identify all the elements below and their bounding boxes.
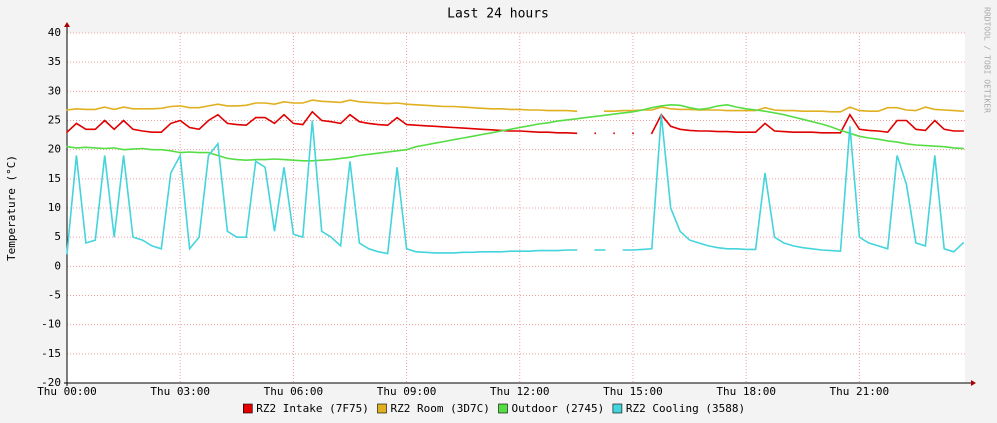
series-line (65, 110, 964, 135)
legend-label: RZ2 Room (3D7C) (391, 402, 490, 415)
legend-label: RZ2 Intake (7F75) (256, 402, 369, 415)
plot-area (67, 33, 965, 383)
y-tick-label: 35 (48, 55, 61, 68)
x-tick-label: Thu 03:00 (150, 385, 210, 398)
y-tick-label: 10 (48, 201, 61, 214)
series-line (66, 103, 964, 162)
legend-swatch (612, 403, 623, 414)
series-line (66, 99, 964, 113)
x-tick-label: Thu 18:00 (716, 385, 776, 398)
legend-swatch (377, 403, 387, 414)
y-tick-label: -10 (41, 318, 61, 331)
y-tick-label: 15 (48, 172, 61, 185)
axis-arrow (971, 380, 976, 386)
axis-arrow (64, 22, 70, 27)
x-tick-label: Thu 15:00 (603, 385, 663, 398)
legend-swatch (243, 403, 253, 414)
series-line (66, 114, 965, 255)
y-tick-label: 30 (48, 84, 61, 97)
y-tick-label: -20 (41, 376, 61, 389)
chart-title: Last 24 hours (447, 7, 549, 22)
x-tick-label: Thu 21:00 (830, 385, 890, 398)
legend-label: RZ2 Cooling (3588) (626, 402, 745, 415)
x-tick-label: Thu 09:00 (377, 385, 437, 398)
x-tick-label: Thu 06:00 (264, 385, 324, 398)
legend-label: Outdoor (2745) (512, 402, 605, 415)
y-tick-label: 0 (54, 259, 61, 272)
y-tick-label: 5 (54, 230, 61, 243)
x-tick-label: Thu 00:00 (37, 385, 97, 398)
y-tick-label: 25 (48, 114, 61, 127)
y-tick-label: -5 (48, 289, 61, 302)
y-tick-label: 20 (48, 143, 61, 156)
watermark: RRDTOOL / TOBI OETIKER (983, 7, 992, 113)
y-tick-label: 40 (48, 26, 61, 39)
legend-swatch (498, 403, 508, 414)
y-axis-label: Temperature (°C) (5, 155, 18, 261)
y-tick-label: -15 (41, 347, 61, 360)
x-tick-label: Thu 12:00 (490, 385, 550, 398)
